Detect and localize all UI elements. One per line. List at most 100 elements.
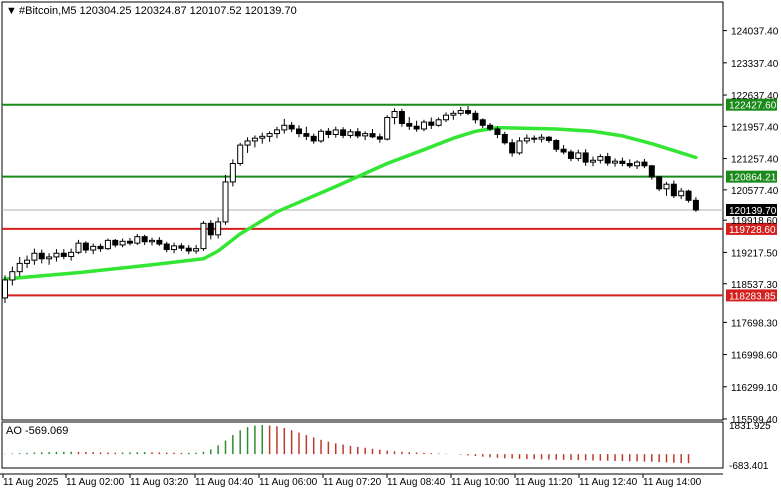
candle-body (516, 140, 523, 154)
candle-body (435, 119, 442, 126)
candle-body (582, 152, 589, 163)
price-tick-label: 121957.40 (731, 122, 779, 133)
chart-header: #Bitcoin,M5 120304.25 120324.87 120107.5… (19, 5, 297, 17)
candle-body (97, 245, 104, 250)
candle-body (303, 133, 310, 137)
level-price-badge (726, 98, 777, 111)
candle-body (670, 183, 677, 197)
price-tick-label: 122637.40 (731, 91, 779, 102)
candle-body (509, 142, 516, 154)
candle-body (648, 165, 655, 178)
candle-body (46, 256, 53, 260)
candle-body (156, 239, 163, 245)
candle-body (494, 128, 501, 136)
candle-body (531, 137, 538, 140)
candle-body (207, 222, 214, 236)
candle-body (126, 240, 133, 244)
candle-body (104, 239, 111, 250)
price-tick-label: 116998.60 (731, 351, 778, 362)
candle-body (288, 124, 295, 130)
price-levels: 122427.60 120864.21 120139.70 119728.60 1182… (2, 98, 777, 302)
level-price-label: 120864.21 (729, 173, 777, 184)
candle-body (538, 136, 545, 140)
candle-body (68, 251, 75, 257)
candle-body (2, 279, 8, 299)
candle-body (391, 110, 398, 118)
candle-body (244, 140, 251, 146)
candle-body (545, 136, 552, 141)
candle-body (24, 259, 31, 264)
candle-body (82, 242, 89, 251)
candle-body (420, 121, 427, 130)
price-axis: 124037.40 123337.40 122637.40 121957.40 1212… (723, 27, 779, 426)
level-price-label: 119728.60 (729, 225, 776, 236)
candle-body (678, 190, 685, 197)
candle-body (465, 110, 472, 114)
candle-body (281, 124, 288, 131)
candle-body (362, 133, 369, 137)
time-tick-label: 11 Aug 04:40 (195, 477, 254, 488)
indicator-plot-frame (1, 421, 724, 469)
ao-label: AO -569.069 (6, 425, 68, 437)
candle-body (384, 116, 391, 140)
candles (2, 105, 699, 303)
time-tick-label: 11 Aug 07:20 (323, 477, 382, 488)
candle-body (340, 129, 347, 136)
level-price-label: 122427.60 (729, 101, 777, 112)
price-tick-label: 124037.40 (731, 27, 779, 38)
candle-body (259, 135, 266, 139)
candle-body (443, 114, 449, 121)
candle-body (487, 124, 494, 130)
candle-body (406, 122, 413, 127)
candle-body (296, 128, 302, 135)
candle-body (75, 242, 82, 253)
candle-body (450, 112, 457, 116)
candle-body (641, 161, 648, 167)
candle-body (31, 252, 38, 261)
time-tick-label: 11 Aug 03:20 (130, 477, 189, 488)
candle-body (692, 199, 699, 211)
candle-body (16, 262, 23, 273)
candle-body (369, 133, 376, 138)
candle-body (141, 236, 148, 243)
candle-body (501, 134, 508, 144)
ao-tick-label: -683.401 (729, 461, 769, 472)
candle-body (656, 176, 663, 190)
candle-body (310, 135, 317, 142)
symbol-arrow-icon[interactable]: ▼ (6, 5, 17, 17)
candle-body (273, 129, 280, 135)
candle-body (215, 221, 222, 236)
price-tick-label: 116299.10 (731, 383, 778, 394)
candle-body (479, 119, 486, 126)
time-tick-label: 11 Aug 11:20 (515, 477, 573, 488)
candle-body (38, 252, 45, 260)
price-tick-label: 115599.40 (731, 415, 778, 426)
candle-body (193, 248, 200, 252)
candle-body (149, 239, 155, 243)
candle-body (619, 160, 626, 164)
candle-body (90, 245, 97, 251)
candle-body (53, 252, 60, 258)
candle-body (457, 110, 464, 114)
candle-body (171, 245, 178, 251)
time-tick-label: 11 Aug 08:40 (387, 477, 446, 488)
candle-body (398, 110, 405, 124)
candle-body (178, 245, 185, 249)
candle-body (200, 222, 207, 250)
candle-body (604, 156, 611, 164)
price-tick-label: 119918.60 (731, 216, 778, 227)
time-tick-label: 11 Aug 2025 (3, 477, 59, 488)
ma-line (3, 125, 698, 281)
candle-body (318, 130, 325, 142)
ao-tick-label: 1831.925 (729, 421, 771, 432)
price-tick-label: 117698.30 (731, 318, 778, 329)
candle-body (163, 243, 170, 251)
level-price-label: 120139.70 (729, 206, 777, 217)
candle-body (428, 121, 435, 126)
candle-body (634, 161, 641, 167)
candle-body (553, 139, 560, 150)
candle-body (60, 252, 67, 257)
price-tick-label: 123337.40 (731, 59, 779, 70)
main-plot-frame (1, 1, 724, 421)
